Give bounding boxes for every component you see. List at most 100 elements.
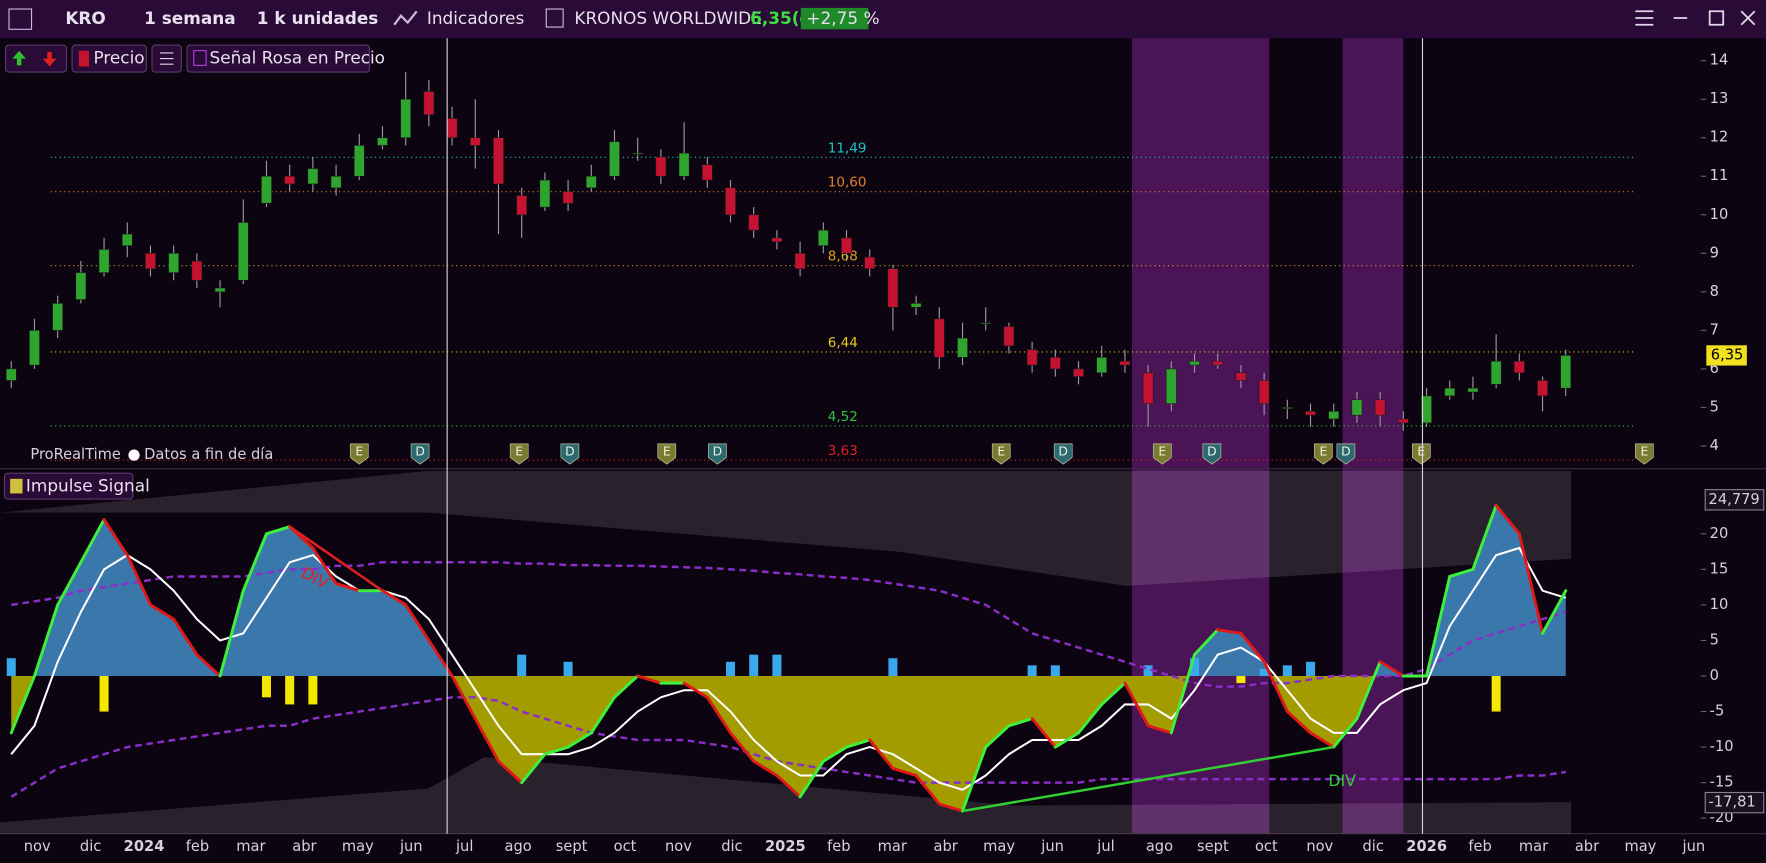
x-tick-label: 2024 — [124, 838, 165, 855]
event-label: D — [415, 443, 425, 458]
candle-body — [493, 137, 504, 185]
x-tick-label: oct — [1255, 838, 1278, 855]
impulse-segment — [56, 560, 83, 607]
axis-marker-label: -17,81 — [1709, 794, 1756, 811]
x-tick-label: mar — [1519, 838, 1549, 855]
candle-body — [910, 303, 922, 308]
symbol[interactable]: KRO — [65, 8, 105, 28]
instrument-name: KRONOS WORLDWIDE — [574, 8, 761, 28]
y-tick-label: 15 — [1710, 560, 1729, 577]
price-button[interactable] — [71, 44, 147, 73]
event-badge — [657, 443, 677, 465]
candle-body — [1165, 368, 1177, 404]
x-tick-label: oct — [614, 838, 637, 855]
y-tick-label: 7 — [1710, 321, 1719, 338]
units[interactable]: 1 k unidades — [257, 8, 379, 28]
event-badge — [410, 443, 430, 465]
axis-marker — [1704, 791, 1765, 814]
x-tick-label: nov — [1306, 838, 1333, 855]
histogram-bar — [563, 661, 573, 676]
impulse-segment — [265, 525, 292, 536]
period[interactable]: 1 semana — [144, 8, 235, 28]
impulse-segment — [752, 759, 779, 777]
price-axis-bg — [1700, 38, 1766, 834]
indicator-button[interactable] — [3, 472, 134, 500]
impulse-segment — [729, 731, 756, 763]
impulse-segment — [868, 738, 895, 770]
event-badge — [991, 443, 1011, 465]
down-arrow — [42, 51, 57, 67]
info-icon[interactable] — [545, 8, 564, 28]
candle-body — [98, 249, 110, 273]
change-badge — [800, 7, 869, 30]
impulse-segment — [520, 752, 547, 785]
toolbar-bg — [0, 0, 1766, 39]
candle-body — [632, 152, 644, 155]
axis-marker — [1704, 489, 1765, 511]
impulse-segment — [543, 745, 570, 756]
candle-body — [469, 137, 481, 146]
histogram-bar — [1190, 658, 1200, 676]
candle-body — [377, 137, 388, 146]
candle-body — [1026, 349, 1038, 366]
indicators[interactable]: Indicadores — [427, 8, 524, 28]
candle-body — [516, 195, 528, 216]
candle-body — [284, 175, 296, 185]
axis-marker-label: 24,779 — [1709, 491, 1760, 508]
x-tick-label: jul — [455, 838, 473, 855]
event-label: E — [1319, 443, 1327, 458]
candle-body — [307, 168, 319, 185]
impulse-segment — [1216, 628, 1243, 635]
impulse-segment — [914, 774, 941, 806]
candle-body — [1560, 355, 1572, 389]
impulse-segment — [682, 681, 709, 699]
brand: ProRealTime — [30, 446, 121, 463]
indicator-icon — [10, 478, 23, 494]
impulse-segment — [311, 546, 338, 586]
data-mode-dot — [128, 449, 140, 461]
x-tick-label: nov — [665, 838, 692, 855]
impulse-segment — [1309, 731, 1336, 749]
candle-body — [864, 256, 876, 270]
candle-body — [1049, 357, 1061, 370]
window-controls[interactable] — [1635, 10, 1756, 26]
x-tick-label: dic — [1363, 838, 1384, 855]
candle-body — [1351, 399, 1363, 416]
candle-body — [1073, 368, 1084, 377]
up-arrow — [12, 50, 26, 66]
x-tick-label: 2025 — [765, 838, 806, 855]
histogram-bar — [1050, 665, 1060, 676]
x-tick-label: 2026 — [1406, 838, 1447, 855]
y-tick-label: -15 — [1710, 774, 1734, 791]
event-badge — [1152, 443, 1172, 465]
candle-body — [168, 253, 180, 273]
price: 6,35(c) — [750, 8, 817, 28]
histogram-bar — [888, 658, 898, 676]
histogram-bar — [1027, 665, 1037, 676]
impulse-segment — [1007, 717, 1034, 728]
candle-body — [585, 175, 597, 189]
impulse-segment — [1448, 567, 1475, 578]
impulse-segment — [1262, 660, 1289, 714]
x-tick-label: jun — [399, 838, 423, 855]
impulse-segment — [1541, 589, 1568, 635]
candle-body — [1212, 360, 1224, 366]
event-badge — [1336, 443, 1356, 465]
level-label: 6,44 — [828, 335, 858, 351]
signal-button[interactable] — [186, 44, 370, 73]
impulse-segment — [636, 674, 663, 685]
event-label: E — [515, 443, 523, 458]
event-label: D — [713, 443, 723, 458]
event-label: E — [1640, 443, 1648, 458]
impulse-segment — [102, 518, 129, 557]
y-tick-label: 8 — [1710, 283, 1719, 300]
impulse-segment — [1378, 660, 1405, 678]
event-badge — [560, 443, 580, 465]
indicator-title: Impulse Signal — [26, 476, 150, 496]
y-tick-label: 9 — [1710, 244, 1719, 261]
x-tick-label: ago — [505, 838, 532, 855]
x-tick-label: jul — [1096, 838, 1114, 855]
event-label: D — [1207, 443, 1217, 458]
indicator-layer: 20151050-5-10-15-20DIVDIV24,779-17,81nov… — [6, 489, 1765, 855]
